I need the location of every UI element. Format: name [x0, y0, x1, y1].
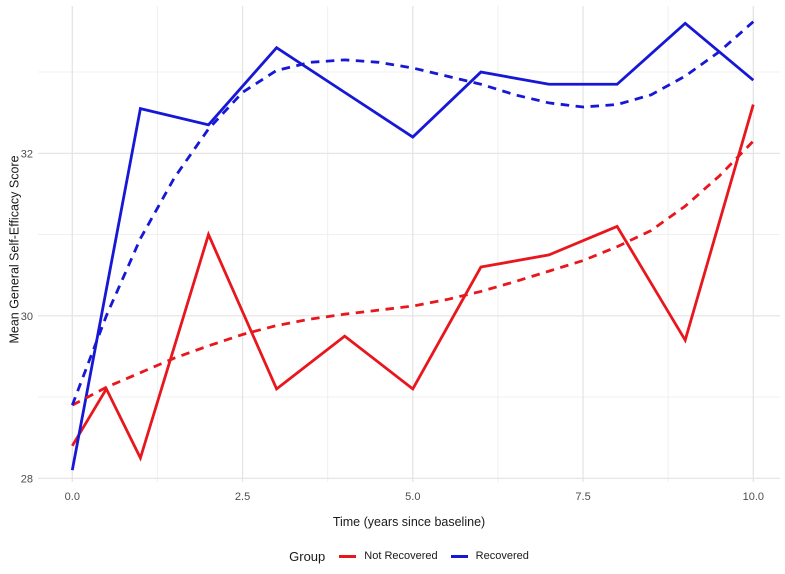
legend-item-not-recovered: Not Recovered — [339, 550, 438, 562]
x-axis-title: Time (years since baseline) — [332, 515, 486, 529]
legend-title: Group — [289, 548, 326, 564]
series-line-recovered-solid — [70, 21, 755, 471]
legend: Group Not Recovered Recovered — [38, 547, 780, 565]
x-tick-label: 7.5 — [575, 491, 590, 503]
x-tick-label: 5.0 — [405, 491, 420, 503]
legend-items: Not Recovered Recovered — [339, 550, 529, 562]
y-tick-label: 32 — [21, 148, 33, 160]
series-line-not-recovered-dashed — [71, 140, 755, 407]
series-line-recovered-dashed — [70, 20, 755, 406]
x-tick-label: 2.5 — [235, 491, 250, 503]
y-tick-label: 30 — [21, 311, 33, 323]
legend-item-label: Recovered — [475, 550, 529, 562]
legend-line-swatch — [450, 554, 468, 558]
legend-item-label: Not Recovered — [364, 550, 438, 562]
series-line-not-recovered-solid — [71, 104, 755, 462]
legend-line-swatch — [339, 554, 357, 558]
y-axis-title: Mean General Self-Efficacy Score — [7, 155, 22, 344]
x-tick-label: 0.0 — [65, 491, 80, 503]
y-tick-label: 28 — [21, 473, 33, 485]
x-tick-label: 10.0 — [743, 491, 764, 503]
legend-item-recovered: Recovered — [450, 550, 529, 562]
